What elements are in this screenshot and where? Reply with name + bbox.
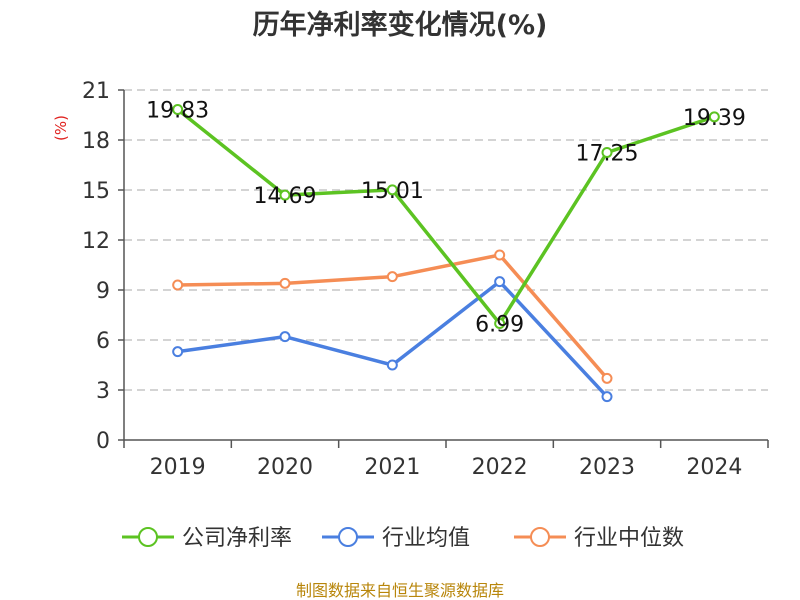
legend-label: 公司净利率 [182, 526, 292, 551]
series-line [176, 108, 715, 326]
x-tick-label: 2019 [150, 455, 206, 480]
data-point [172, 346, 184, 358]
y-tick-label: 15 [82, 179, 110, 204]
chart-title: 历年净利率变化情况(%) [253, 9, 548, 41]
data-point [386, 184, 398, 196]
y-tick-label: 3 [96, 379, 110, 404]
legend-swatch-marker [338, 527, 358, 547]
axes [118, 89, 769, 448]
x-tick-labels: 2019 2020 2021 2022 2023 2024 [150, 455, 743, 480]
y-tick-label: 9 [96, 279, 110, 304]
data-label: 14.69 [254, 184, 317, 209]
data-point [494, 318, 506, 329]
data-label: 17.25 [576, 142, 639, 167]
x-tick-label: 2024 [686, 455, 742, 480]
data-point [172, 104, 184, 115]
data-label: 19.83 [146, 99, 209, 124]
x-tick-label: 2022 [472, 455, 528, 480]
legend-label: 行业中位数 [574, 526, 684, 551]
x-tick-label: 2021 [364, 455, 420, 480]
data-point [601, 391, 613, 403]
y-tick-labels: 0 3 6 9 12 15 18 21 [82, 79, 110, 454]
y-axis-unit: (%) [52, 115, 70, 141]
series-lines [172, 104, 720, 403]
y-tick-label: 21 [82, 79, 110, 104]
data-point [601, 147, 613, 158]
source-note: 制图数据来自恒生聚源数据库 [296, 581, 504, 600]
data-point [494, 249, 506, 261]
x-tick-label: 2020 [257, 455, 313, 480]
x-tick-label: 2023 [579, 455, 635, 480]
data-point [172, 279, 184, 291]
data-label: 6.99 [475, 313, 524, 338]
data-point [386, 359, 398, 371]
data-point [708, 111, 720, 123]
legend-swatch-marker [530, 527, 550, 547]
data-label: 15.01 [361, 179, 424, 204]
data-point [279, 189, 291, 201]
grid-lines [124, 89, 768, 391]
legend-label: 行业均值 [382, 526, 470, 551]
data-point [601, 372, 613, 384]
data-point [279, 277, 291, 289]
y-tick-label: 18 [82, 129, 110, 154]
y-tick-label: 6 [96, 329, 110, 354]
legend-swatch-marker [138, 527, 158, 547]
data-labels: 19.83 14.69 15.01 6.99 17.25 19.39 [146, 99, 746, 338]
y-tick-label: 0 [96, 429, 110, 454]
data-point [386, 271, 398, 283]
data-point [494, 276, 506, 288]
y-tick-label: 12 [82, 229, 110, 254]
legend: 公司净利率 行业均值 行业中位数 [122, 526, 684, 551]
series-line [177, 279, 609, 398]
data-point [279, 331, 291, 343]
data-label: 19.39 [683, 106, 746, 131]
